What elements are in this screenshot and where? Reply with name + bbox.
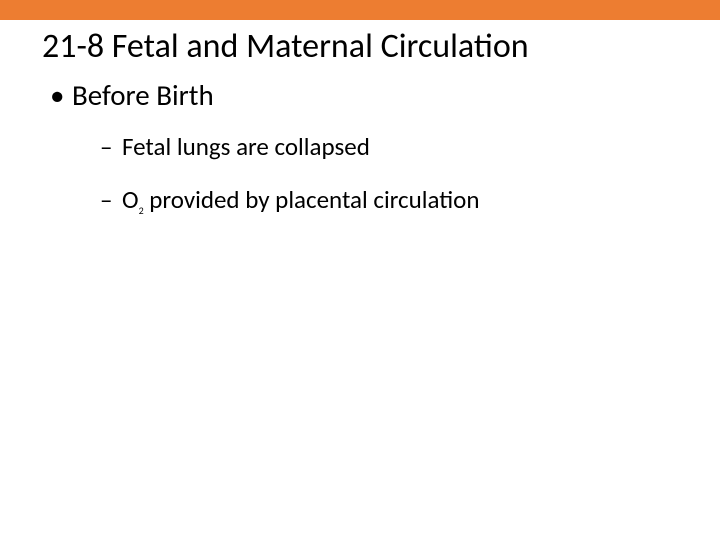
slide-body: Before Birth Fetal lungs are collapsed O… — [0, 71, 720, 215]
bullet-level2-text-suffix: provided by placental circulation — [144, 184, 480, 215]
slide-title: 21-8 Fetal and Maternal Circulation — [42, 20, 720, 71]
bullet-level2-text-prefix: O — [122, 184, 139, 215]
bullet-level1-item: Before Birth Fetal lungs are collapsed O… — [50, 77, 692, 215]
bullet-level2-item: O2 provided by placental circulation — [100, 184, 692, 215]
bullet-list-level2: Fetal lungs are collapsed O2 provided by… — [100, 131, 692, 215]
bullet-list-level1: Before Birth Fetal lungs are collapsed O… — [50, 77, 692, 215]
bullet-level2-item: Fetal lungs are collapsed — [100, 131, 692, 162]
accent-top-bar — [0, 0, 720, 20]
bullet-level1-text: Before Birth — [72, 77, 214, 113]
bullet-level2-text: Fetal lungs are collapsed — [122, 131, 370, 162]
